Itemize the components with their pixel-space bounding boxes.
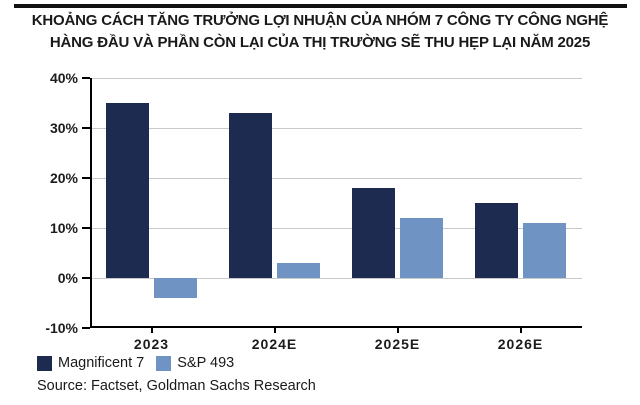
bar-magnificent-7-2024e: [229, 113, 272, 278]
legend: Magnificent 7 S&P 493: [37, 355, 234, 371]
top-divider-rule: [14, 4, 627, 8]
y-tick-10: [82, 227, 90, 229]
chart-title-line1: KHOẢNG CÁCH TĂNG TRƯỞNG LỢI NHUẬN CỦA NH…: [31, 12, 609, 29]
bar-s-p-493-2026e: [523, 223, 566, 278]
bar-s-p-493-2023: [154, 278, 197, 298]
legend-swatch-sp493: [156, 355, 172, 371]
y-tick-label-40: 40%: [49, 70, 78, 86]
bar-magnificent-7-2026e: [475, 203, 518, 278]
y-tick--10: [82, 327, 90, 329]
legend-item-magnificent-7: Magnificent 7: [37, 355, 144, 371]
legend-item-sp493: S&P 493: [156, 355, 234, 371]
x-axis-line: [90, 326, 582, 328]
plot-area: 40% 30% 20% 10% 0% -10% 2023 2024E 2025E 2026E: [45, 70, 582, 352]
x-tick-2023: [150, 328, 153, 333]
gridline-0: [92, 278, 582, 279]
gridline-30: [92, 128, 582, 129]
chart-title-line2: HÀNG ĐẦU VÀ PHẦN CÒN LẠI CỦA THỊ TRƯỜNG …: [49, 34, 591, 51]
y-tick-40: [82, 77, 90, 79]
y-tick-label-20: 20%: [49, 170, 78, 186]
chart-title: KHOẢNG CÁCH TĂNG TRƯỞNG LỢI NHUẬN CỦA NH…: [4, 10, 636, 54]
y-axis-line: [90, 78, 92, 328]
gridline-40: [92, 78, 582, 79]
bar-s-p-493-2024e: [277, 263, 320, 278]
y-tick-30: [82, 127, 90, 129]
x-tick-label-2026e: 2026E: [497, 336, 544, 352]
legend-label-magnificent-7: Magnificent 7: [58, 355, 145, 371]
gridline-20: [92, 178, 582, 179]
legend-label-sp493: S&P 493: [177, 355, 235, 371]
bar-magnificent-7-2025e: [352, 188, 395, 278]
x-tick-label-2024e: 2024E: [251, 336, 298, 352]
y-tick-label-30: 30%: [49, 120, 78, 136]
x-tick-2025e: [396, 328, 399, 333]
gridline-10: [92, 228, 582, 229]
bar-magnificent-7-2023: [106, 103, 149, 278]
source-note: Source: Factset, Goldman Sachs Research: [37, 378, 316, 394]
x-tick-2024e: [273, 328, 276, 333]
y-tick-0: [82, 277, 90, 279]
y-tick-label-10: 10%: [49, 220, 78, 236]
x-tick-2026e: [519, 328, 522, 333]
y-tick-label--10: -10%: [45, 320, 78, 336]
bar-s-p-493-2025e: [400, 218, 443, 278]
x-tick-label-2025e: 2025E: [374, 336, 421, 352]
legend-swatch-magnificent-7: [37, 355, 52, 371]
y-tick-label-0: 0%: [57, 270, 78, 286]
x-tick-label-2023: 2023: [133, 336, 170, 352]
y-tick-20: [82, 177, 90, 179]
